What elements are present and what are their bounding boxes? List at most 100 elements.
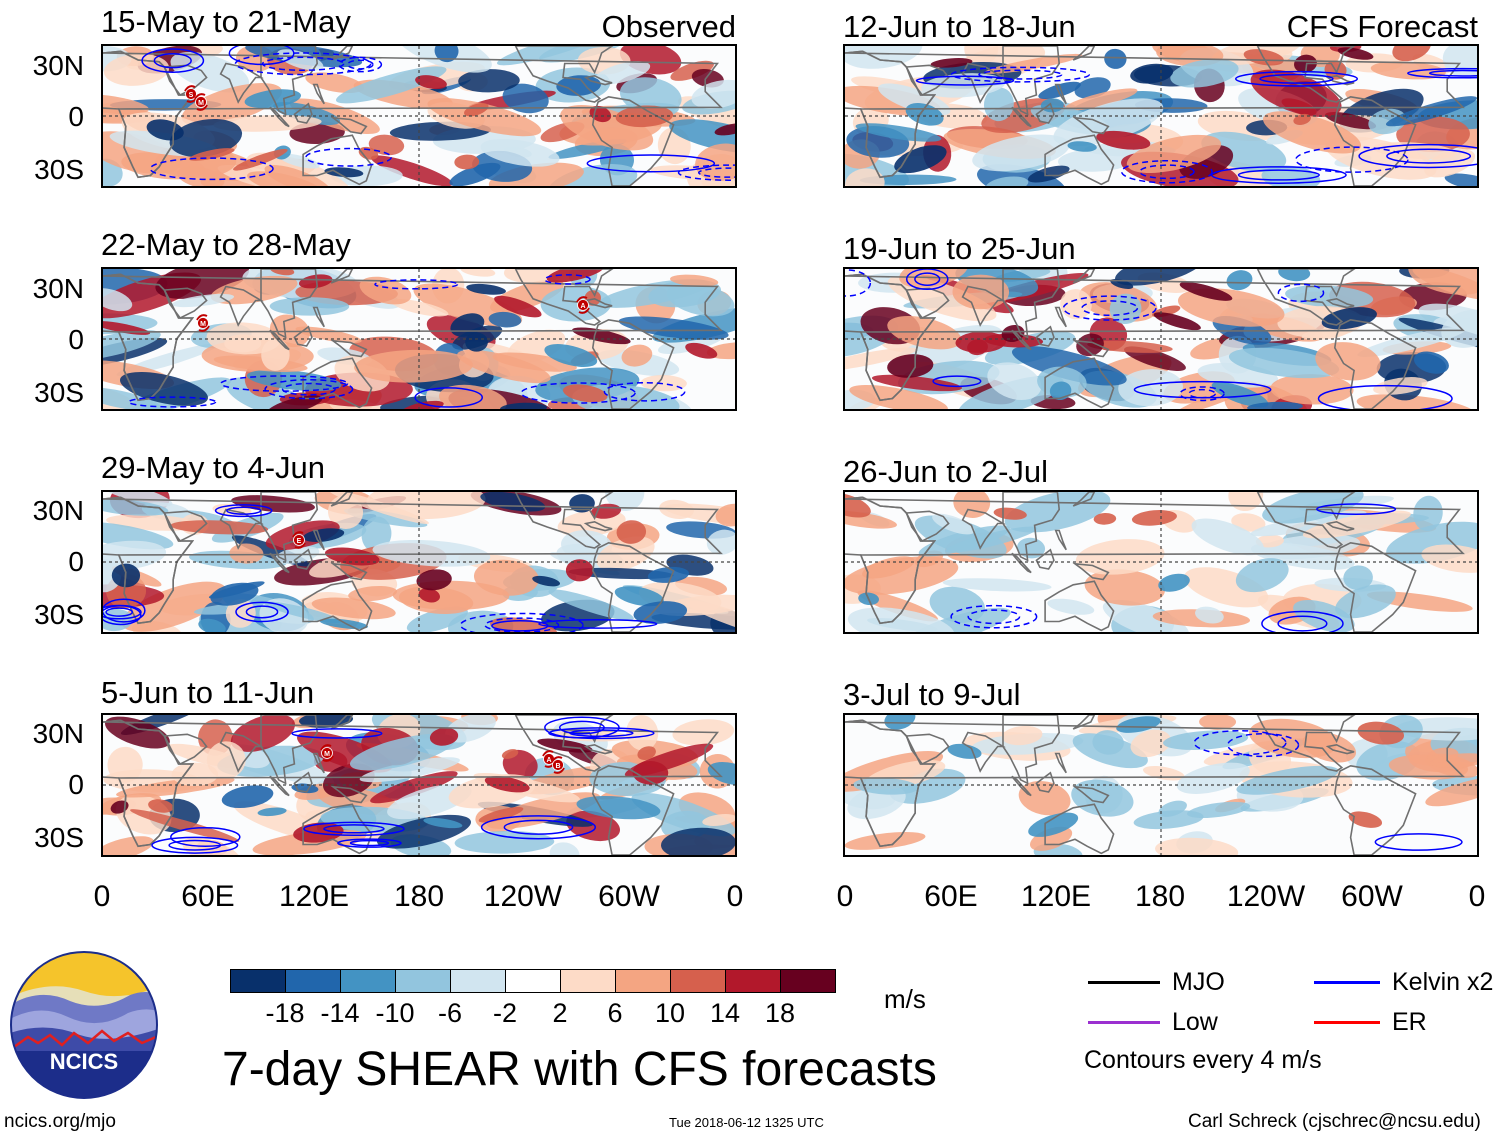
xtick: 180 bbox=[1134, 880, 1186, 913]
legend-er: ER bbox=[1392, 1008, 1427, 1036]
map-canvas: M AB bbox=[103, 715, 735, 855]
ytick-30n: 30N bbox=[32, 273, 84, 304]
shear-map bbox=[843, 713, 1479, 857]
colorbar-label: -18 bbox=[265, 998, 305, 1028]
logo-graphic: NCICS bbox=[10, 951, 158, 1099]
shear-map bbox=[843, 490, 1479, 634]
low-line bbox=[1088, 1021, 1160, 1024]
colorbar-swatch bbox=[230, 969, 286, 993]
colorbar-label: -2 bbox=[492, 998, 518, 1028]
ytick-30n: 30N bbox=[32, 50, 84, 81]
colorbar-label: 14 bbox=[709, 998, 741, 1028]
ytick-eq: 0 bbox=[68, 101, 84, 132]
colorbar-swatch bbox=[450, 969, 506, 993]
svg-text:A: A bbox=[580, 303, 585, 310]
svg-text:B: B bbox=[555, 763, 560, 770]
ytick-eq: 0 bbox=[68, 769, 84, 800]
mjo-line bbox=[1088, 981, 1160, 984]
kelvin-line bbox=[1314, 981, 1380, 984]
colorbar-label: 18 bbox=[764, 998, 796, 1028]
colorbar-swatch bbox=[505, 969, 561, 993]
author-credit: Carl Schreck (cjschrec@ncsu.edu) bbox=[1188, 1111, 1481, 1132]
panel-title: 29-May to 4-Jun bbox=[101, 450, 325, 485]
colorbar-swatch bbox=[285, 969, 341, 993]
xtick: 120E bbox=[278, 880, 350, 913]
storm-marker: M bbox=[194, 93, 208, 111]
ytick-30n: 30N bbox=[32, 718, 84, 749]
xtick: 120W bbox=[1226, 880, 1306, 913]
map-canvas bbox=[845, 492, 1477, 632]
colorbar-label: -6 bbox=[437, 998, 463, 1028]
svg-text:A: A bbox=[546, 757, 551, 764]
legend-low: Low bbox=[1172, 1008, 1218, 1036]
storm-marker: M bbox=[196, 314, 210, 332]
er-line bbox=[1314, 1021, 1380, 1024]
shear-map: E bbox=[101, 490, 737, 634]
svg-text:E: E bbox=[297, 538, 302, 545]
xtick: 60E bbox=[924, 880, 978, 913]
xtick: 120E bbox=[1020, 880, 1092, 913]
xtick: 0 bbox=[836, 880, 854, 913]
shear-map bbox=[843, 267, 1479, 411]
xtick: 180 bbox=[393, 880, 445, 913]
colorbar-label: -14 bbox=[320, 998, 360, 1028]
map-canvas: E bbox=[103, 492, 735, 632]
svg-text:S: S bbox=[189, 92, 194, 99]
ytick-30s: 30S bbox=[34, 822, 84, 853]
ytick-eq: 0 bbox=[68, 324, 84, 355]
storm-marker: M bbox=[320, 744, 334, 762]
map-canvas: SM bbox=[103, 46, 735, 186]
map-canvas bbox=[845, 715, 1477, 855]
shear-map bbox=[843, 44, 1479, 188]
legend-mjo: MJO bbox=[1172, 968, 1225, 996]
xtick: 120W bbox=[483, 880, 563, 913]
observed-label: Observed bbox=[601, 9, 736, 44]
colorbar-label: 2 bbox=[552, 998, 568, 1028]
colorbar-swatch bbox=[780, 969, 836, 993]
forecast-label: CFS Forecast bbox=[1286, 9, 1478, 44]
colorbar-units: m/s bbox=[884, 984, 926, 1014]
panel-title: 26-Jun to 2-Jul bbox=[843, 454, 1049, 489]
panel-title: 15-May to 21-May bbox=[101, 4, 351, 39]
ytick-30s: 30S bbox=[34, 377, 84, 408]
ytick-eq: 0 bbox=[68, 546, 84, 577]
ytick-30s: 30S bbox=[34, 154, 84, 185]
storm-marker: A bbox=[576, 296, 590, 314]
source-url[interactable]: ncics.org/mjo bbox=[4, 1111, 116, 1132]
xtick: 0 bbox=[93, 880, 111, 913]
colorbar-swatch bbox=[670, 969, 726, 993]
ytick-30s: 30S bbox=[34, 599, 84, 630]
figure-title: 7-day SHEAR with CFS forecasts bbox=[222, 1043, 937, 1096]
map-canvas bbox=[845, 269, 1477, 409]
panel-title: 12-Jun to 18-Jun bbox=[843, 9, 1076, 44]
colorbar-label: 10 bbox=[654, 998, 686, 1028]
legend-kelvin: Kelvin x2 bbox=[1392, 968, 1494, 996]
panel-title: 5-Jun to 11-Jun bbox=[101, 675, 315, 710]
panel-title: 22-May to 28-May bbox=[101, 227, 351, 262]
logo-text: NCICS bbox=[50, 1049, 118, 1074]
panel-title: 19-Jun to 25-Jun bbox=[843, 231, 1076, 266]
colorbar-label: -10 bbox=[375, 998, 415, 1028]
legend-contours: Contours every 4 m/s bbox=[1084, 1046, 1322, 1074]
svg-text:M: M bbox=[324, 751, 330, 758]
timestamp: Tue 2018-06-12 1325 UTC bbox=[669, 1115, 824, 1130]
map-canvas bbox=[845, 46, 1477, 186]
xtick: 0 bbox=[726, 880, 744, 913]
xtick: 60E bbox=[181, 880, 235, 913]
xtick: 0 bbox=[1468, 880, 1486, 913]
storm-marker: E bbox=[292, 531, 306, 549]
xtick: 60W bbox=[1341, 880, 1403, 913]
ytick-30n: 30N bbox=[32, 495, 84, 526]
colorbar-swatch bbox=[615, 969, 671, 993]
colorbar-swatch bbox=[340, 969, 396, 993]
svg-text:M: M bbox=[200, 321, 206, 328]
storm-marker: S bbox=[184, 85, 198, 103]
panel-title: 3-Jul to 9-Jul bbox=[843, 677, 1021, 712]
colorbar-label: 6 bbox=[607, 998, 623, 1028]
svg-text:M: M bbox=[198, 100, 204, 107]
colorbar-swatch bbox=[395, 969, 451, 993]
map-canvas: MA bbox=[103, 269, 735, 409]
colorbar-swatch bbox=[725, 969, 781, 993]
